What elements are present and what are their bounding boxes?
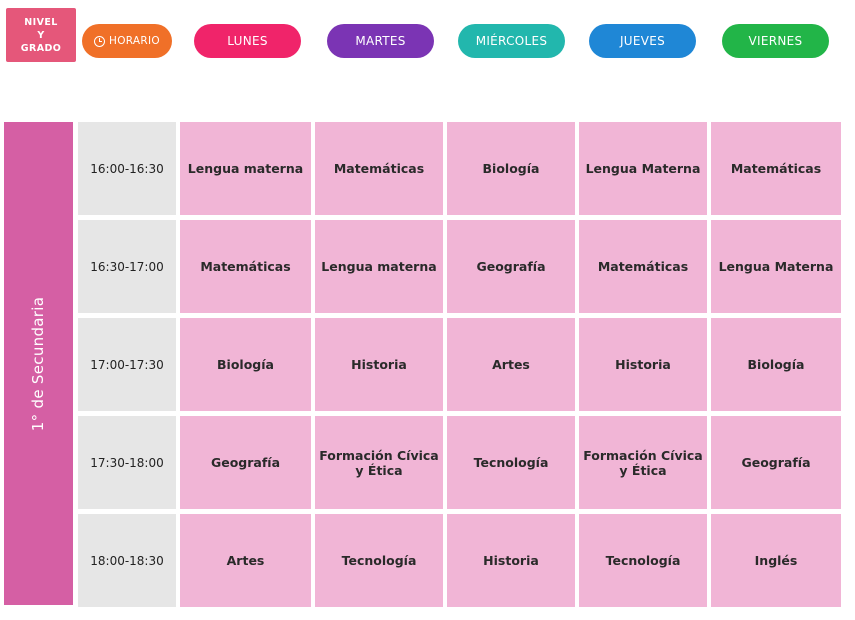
subject-cell: Historia (447, 514, 575, 607)
grade-side-panel: 1° de Secundaria (4, 122, 73, 605)
day-header-lunes: LUNES (194, 24, 301, 58)
time-slot: 16:00-16:30 (78, 122, 176, 215)
subject-cell: Matemáticas (180, 220, 311, 313)
subject-cell: Matemáticas (711, 122, 841, 215)
subject-cell: Artes (447, 318, 575, 411)
subject-cell: Tecnología (579, 514, 707, 607)
day-label: MARTES (355, 34, 406, 48)
horario-header: HORARIO (82, 24, 172, 58)
subject-cell: Historia (315, 318, 443, 411)
subject-cell: Geografía (447, 220, 575, 313)
day-label: VIERNES (748, 34, 803, 48)
subject-cell: Historia (579, 318, 707, 411)
subject-cell: Tecnología (315, 514, 443, 607)
time-slot: 17:30-18:00 (78, 416, 176, 509)
subject-cell: Artes (180, 514, 311, 607)
subject-cell: Tecnología (447, 416, 575, 509)
subject-cell: Geografía (711, 416, 841, 509)
subject-cell: Geografía (180, 416, 311, 509)
day-label: LUNES (227, 34, 268, 48)
subject-cell: Lengua Materna (711, 220, 841, 313)
subject-cell: Matemáticas (315, 122, 443, 215)
day-header-jueves: JUEVES (589, 24, 696, 58)
subject-cell: Biología (180, 318, 311, 411)
day-label: JUEVES (619, 34, 666, 48)
day-header-miercoles: MIÉRCOLES (458, 24, 565, 58)
nivel-grado-header: NIVEL Y GRADO (6, 8, 76, 62)
clock-icon (94, 35, 105, 47)
schedule-grid: 16:00-16:30 Lengua materna Matemáticas B… (78, 122, 841, 607)
subject-cell: Inglés (711, 514, 841, 607)
subject-cell: Lengua Materna (579, 122, 707, 215)
subject-cell: Formación Cívica y Ética (579, 416, 707, 509)
subject-cell: Lengua materna (315, 220, 443, 313)
day-header-viernes: VIERNES (722, 24, 829, 58)
day-header-martes: MARTES (327, 24, 434, 58)
nivel-line: NIVEL (24, 16, 58, 28)
subject-cell: Matemáticas (579, 220, 707, 313)
horario-label: HORARIO (109, 35, 160, 47)
time-slot: 18:00-18:30 (78, 514, 176, 607)
subject-cell: Biología (447, 122, 575, 215)
time-slot: 17:00-17:30 (78, 318, 176, 411)
day-label: MIÉRCOLES (475, 34, 548, 48)
subject-cell: Biología (711, 318, 841, 411)
subject-cell: Formación Cívica y Ética (315, 416, 443, 509)
nivel-line: GRADO (20, 42, 62, 54)
grade-label: 1° de Secundaria (29, 296, 48, 431)
time-slot: 16:30-17:00 (78, 220, 176, 313)
subject-cell: Lengua materna (180, 122, 311, 215)
nivel-line: Y (37, 29, 45, 41)
